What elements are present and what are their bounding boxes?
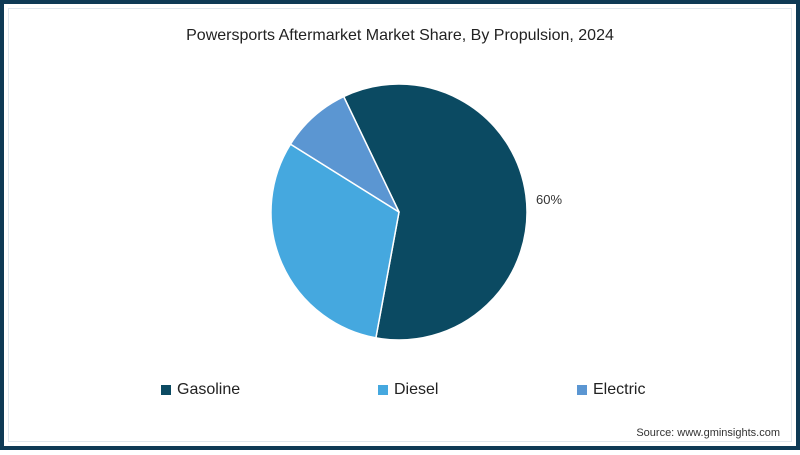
gasoline-swatch-icon [161, 385, 171, 395]
legend-item-diesel[interactable]: Diesel [378, 381, 438, 399]
legend-label-electric: Electric [593, 381, 646, 398]
pie-slice-gasoline[interactable] [342, 83, 528, 341]
pie-slice-electric[interactable] [289, 95, 400, 213]
legend-label-gasoline: Gasoline [177, 381, 241, 398]
source-note: Source: www.gminsights.com [636, 427, 780, 439]
legend: Gasoline Diesel Electric [0, 381, 800, 403]
legend-label-diesel: Diesel [394, 381, 439, 398]
chart-title: Powersports Aftermarket Market Share, By… [186, 27, 614, 44]
legend-item-gasoline[interactable]: Gasoline [161, 381, 240, 399]
electric-swatch-icon [577, 385, 587, 395]
gasoline-data-label: 60% [536, 192, 563, 207]
legend-item-electric[interactable]: Electric [577, 381, 645, 399]
diesel-swatch-icon [378, 385, 388, 395]
